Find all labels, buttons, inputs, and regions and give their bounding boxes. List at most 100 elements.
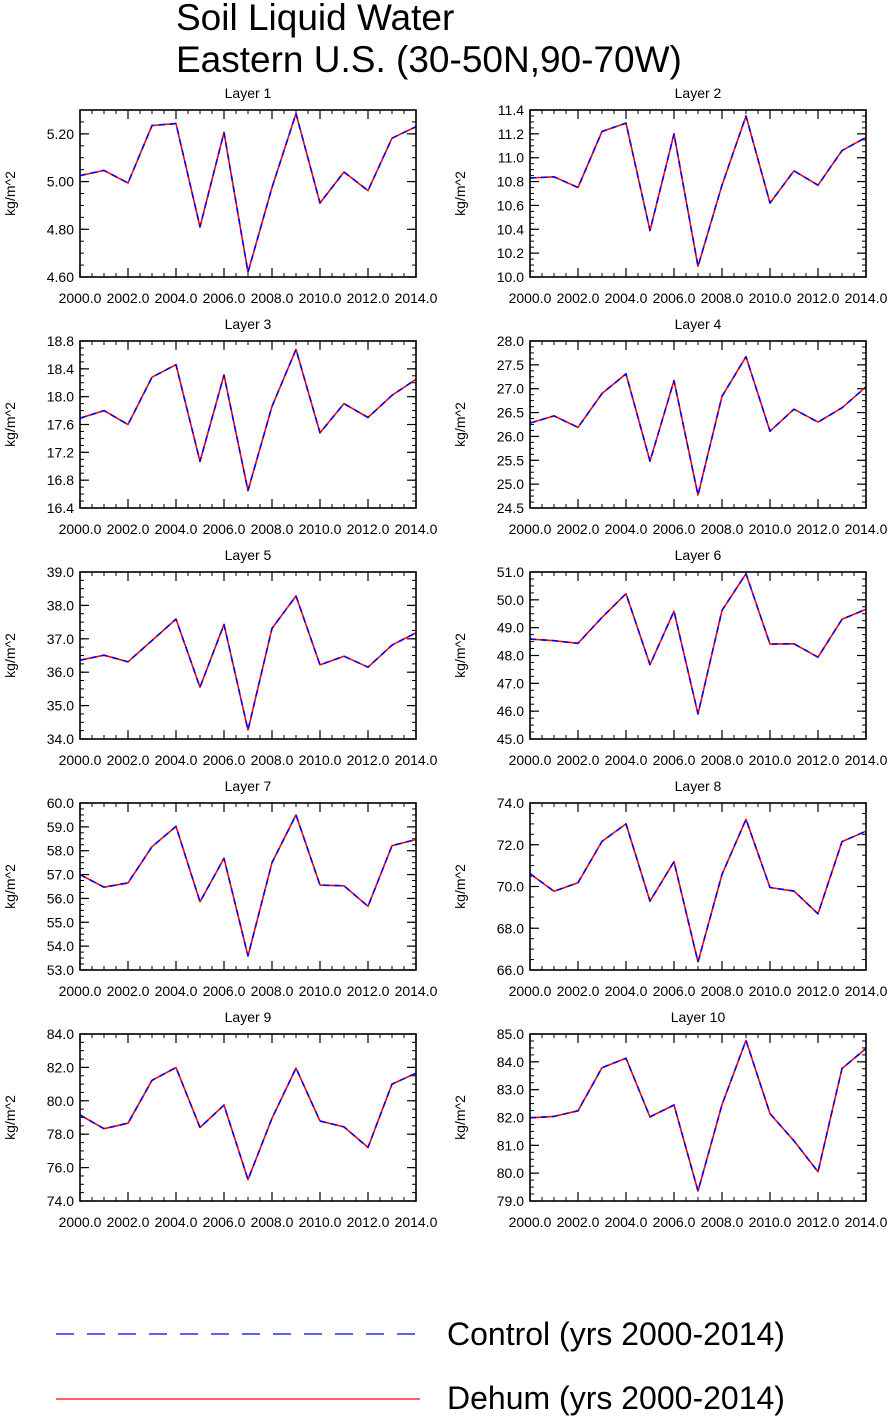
plot-frame xyxy=(529,802,867,971)
x-tick-label: 2008.0 xyxy=(701,290,744,306)
y-tick-label: 79.0 xyxy=(497,1193,524,1209)
x-tick-label: 2012.0 xyxy=(797,752,840,768)
figure-title-line-2: Eastern U.S. (30-50N,90-70W) xyxy=(176,39,682,80)
series-line-dehum xyxy=(529,572,867,715)
x-tick-label: 2004.0 xyxy=(605,290,648,306)
x-tick-label: 2008.0 xyxy=(251,290,294,306)
chart-title: Layer 6 xyxy=(675,547,722,563)
x-tick-label: 2002.0 xyxy=(557,752,600,768)
y-tick-label: 53.0 xyxy=(47,962,74,978)
x-tick-label: 2010.0 xyxy=(749,983,792,999)
series-line-control xyxy=(79,595,417,731)
plot-frame xyxy=(79,1033,417,1202)
x-tick-label: 2004.0 xyxy=(155,1214,198,1230)
y-tick-label: 57.0 xyxy=(47,867,74,883)
x-tick-label: 2014.0 xyxy=(395,1214,438,1230)
y-tick-label: 17.2 xyxy=(47,444,74,460)
x-tick-label: 2000.0 xyxy=(509,983,552,999)
y-tick-label: 10.0 xyxy=(497,269,524,285)
y-tick-label: 10.2 xyxy=(497,245,524,261)
y-axis-label: kg/m^2 xyxy=(2,402,18,447)
x-tick-label: 2008.0 xyxy=(701,752,744,768)
series-line-control xyxy=(529,115,867,268)
y-axis-label: kg/m^2 xyxy=(452,402,468,447)
series-line-control xyxy=(529,818,867,963)
y-tick-label: 80.0 xyxy=(47,1093,74,1109)
x-tick-label: 2002.0 xyxy=(107,290,150,306)
y-tick-label: 72.0 xyxy=(497,837,524,853)
series-line-dehum xyxy=(529,355,867,496)
x-tick-label: 2002.0 xyxy=(557,521,600,537)
y-tick-label: 60.0 xyxy=(47,795,74,811)
y-tick-label: 58.0 xyxy=(47,843,74,859)
x-tick-label: 2000.0 xyxy=(509,290,552,306)
y-tick-label: 37.0 xyxy=(47,631,74,647)
x-tick-label: 2002.0 xyxy=(107,983,150,999)
x-tick-label: 2010.0 xyxy=(299,752,342,768)
y-tick-label: 39.0 xyxy=(47,564,74,580)
y-tick-label: 54.0 xyxy=(47,938,74,954)
x-tick-label: 2012.0 xyxy=(347,1214,390,1230)
chart-title: Layer 4 xyxy=(675,316,722,332)
y-tick-label: 4.80 xyxy=(47,221,74,237)
y-tick-label: 51.0 xyxy=(497,564,524,580)
x-tick-label: 2002.0 xyxy=(107,752,150,768)
y-tick-label: 17.6 xyxy=(47,417,74,433)
x-tick-label: 2006.0 xyxy=(653,290,696,306)
y-tick-label: 10.8 xyxy=(497,174,524,190)
x-tick-label: 2008.0 xyxy=(251,521,294,537)
y-tick-label: 81.0 xyxy=(497,1137,524,1153)
y-tick-label: 74.0 xyxy=(497,795,524,811)
y-tick-label: 46.0 xyxy=(497,703,524,719)
y-axis-label: kg/m^2 xyxy=(452,633,468,678)
y-tick-label: 25.5 xyxy=(497,452,524,468)
y-tick-label: 55.0 xyxy=(47,914,74,930)
y-axis-label: kg/m^2 xyxy=(452,1095,468,1140)
y-tick-label: 85.0 xyxy=(497,1026,524,1042)
y-tick-label: 16.4 xyxy=(47,500,74,516)
series-line-dehum xyxy=(529,1039,867,1192)
series-line-control xyxy=(79,112,417,274)
x-tick-label: 2014.0 xyxy=(395,752,438,768)
x-tick-label: 2000.0 xyxy=(509,1214,552,1230)
y-tick-label: 35.0 xyxy=(47,698,74,714)
series-line-control xyxy=(529,1039,867,1192)
y-tick-label: 50.0 xyxy=(497,592,524,608)
chart-title: Layer 2 xyxy=(675,85,722,101)
y-tick-label: 70.0 xyxy=(497,879,524,895)
x-tick-label: 2012.0 xyxy=(797,1214,840,1230)
y-tick-label: 26.5 xyxy=(497,405,524,421)
series-line-dehum xyxy=(79,595,417,731)
x-tick-label: 2012.0 xyxy=(347,983,390,999)
x-tick-label: 2014.0 xyxy=(845,521,888,537)
x-tick-label: 2002.0 xyxy=(557,290,600,306)
x-tick-label: 2008.0 xyxy=(251,1214,294,1230)
x-tick-label: 2004.0 xyxy=(605,521,648,537)
chart-title: Layer 7 xyxy=(225,778,272,794)
x-tick-label: 2004.0 xyxy=(155,983,198,999)
y-axis-label: kg/m^2 xyxy=(2,864,18,909)
y-tick-label: 28.0 xyxy=(497,333,524,349)
series-line-dehum xyxy=(79,814,417,957)
x-tick-label: 2014.0 xyxy=(845,983,888,999)
x-tick-label: 2012.0 xyxy=(347,752,390,768)
y-tick-label: 78.0 xyxy=(47,1126,74,1142)
x-tick-label: 2004.0 xyxy=(155,752,198,768)
x-tick-label: 2010.0 xyxy=(749,521,792,537)
x-tick-label: 2000.0 xyxy=(59,290,102,306)
y-tick-label: 74.0 xyxy=(47,1193,74,1209)
plot-frame xyxy=(79,340,417,509)
plot-frame xyxy=(79,571,417,740)
x-tick-label: 2000.0 xyxy=(59,521,102,537)
plot-frame xyxy=(79,802,417,971)
y-axis-label: kg/m^2 xyxy=(2,171,18,216)
y-tick-label: 82.0 xyxy=(497,1110,524,1126)
x-tick-label: 2004.0 xyxy=(155,290,198,306)
y-axis-label: kg/m^2 xyxy=(2,1095,18,1140)
y-tick-label: 18.4 xyxy=(47,361,74,377)
legend-label-control: Control (yrs 2000-2014) xyxy=(447,1316,785,1352)
x-tick-label: 2002.0 xyxy=(557,983,600,999)
chart-layer-3: Layer 3 kg/m^2 16.4 16.8 17.2 17.6 18.0 18.4 18.… xyxy=(2,316,438,537)
y-tick-label: 84.0 xyxy=(497,1054,524,1070)
chart-layer-6: Layer 6 kg/m^2 45.0 46.0 47.0 48.0 49.0 50.0 51.… xyxy=(452,547,888,768)
